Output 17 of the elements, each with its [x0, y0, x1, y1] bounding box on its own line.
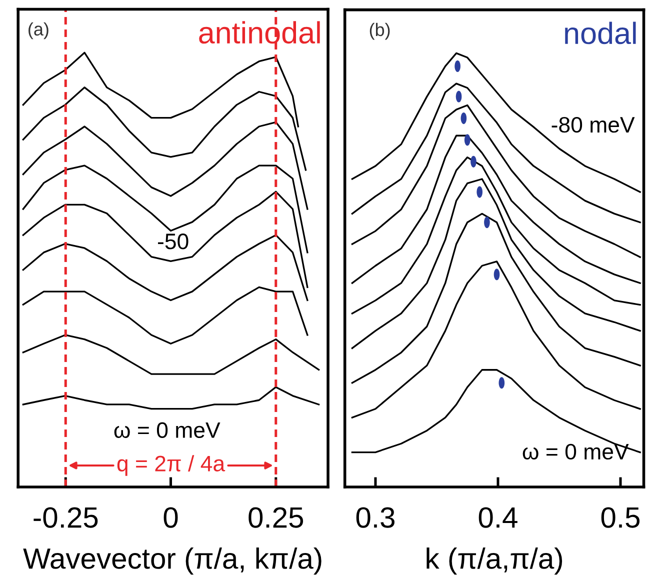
text: (b) [370, 22, 390, 40]
x-tick-label: 0 [164, 507, 178, 528]
x-tick-label: 0.3 [356, 507, 394, 528]
chart-title: antinodal [199, 21, 320, 44]
annotation: ω = 0 meV [114, 422, 220, 438]
x-tick-label: 0.5 [601, 507, 640, 528]
annotation: -50 [158, 234, 188, 250]
annotation: -80 meV [552, 116, 635, 133]
annotation: q = 2π / 4a [117, 455, 226, 476]
x-tick-label: 0.25 [248, 507, 304, 528]
chart-title: nodal [565, 22, 636, 44]
x-tick-label: 0.4 [478, 507, 518, 528]
annotation: ω = 0 meV [522, 444, 629, 460]
x-tick-label: -0.25 [34, 507, 98, 528]
text: (a) [28, 22, 48, 40]
x-axis-title: k (π/a,π/a) [426, 548, 562, 575]
x-axis-title: Wavevector (π/a, kπ/a) [23, 548, 322, 575]
